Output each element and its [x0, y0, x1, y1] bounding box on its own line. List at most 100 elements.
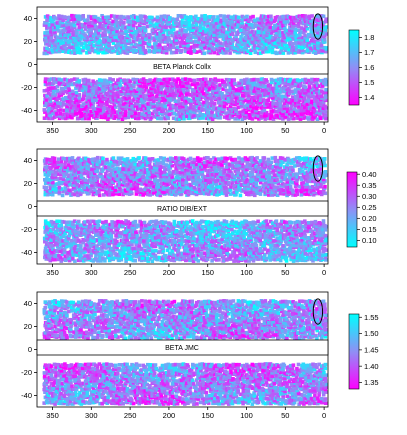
data-point	[182, 89, 186, 93]
data-point	[169, 98, 173, 102]
data-point	[124, 48, 129, 53]
data-point	[210, 46, 215, 50]
data-point	[190, 251, 194, 255]
data-point	[63, 89, 68, 94]
data-point	[172, 20, 176, 25]
data-point	[182, 43, 186, 47]
data-point	[245, 14, 249, 19]
data-point	[154, 109, 158, 113]
data-point	[183, 49, 188, 54]
data-point	[171, 116, 176, 120]
data-point	[142, 98, 147, 103]
data-point	[96, 104, 100, 108]
data-point	[170, 91, 175, 96]
data-point	[237, 81, 241, 85]
data-point	[88, 93, 92, 98]
data-point	[105, 81, 110, 86]
data-point	[73, 253, 77, 257]
data-point	[157, 255, 162, 260]
data-point	[75, 79, 79, 84]
data-point	[277, 26, 281, 30]
data-point	[67, 45, 72, 50]
data-point	[261, 88, 265, 93]
data-point	[208, 49, 212, 53]
data-point	[210, 88, 215, 93]
data-point	[137, 106, 142, 110]
data-point	[301, 41, 306, 45]
data-point	[303, 38, 308, 43]
data-point	[232, 36, 237, 40]
data-point	[131, 39, 136, 44]
map-label-1: BETA Planck Collx	[153, 64, 211, 71]
data-point	[138, 99, 143, 104]
data-point	[131, 258, 136, 263]
data-point	[301, 86, 306, 91]
data-point	[256, 84, 261, 88]
data-point	[76, 16, 80, 21]
data-point	[105, 50, 109, 55]
data-point	[68, 106, 72, 110]
data-point	[228, 236, 233, 241]
data-point	[117, 35, 122, 39]
data-point	[124, 104, 128, 108]
data-point	[154, 22, 159, 26]
data-point	[199, 254, 203, 258]
data-point	[49, 16, 53, 20]
data-point	[69, 114, 73, 119]
data-point	[202, 28, 206, 32]
data-point	[150, 249, 155, 253]
data-point	[213, 96, 217, 100]
data-point	[285, 44, 289, 48]
data-point	[298, 117, 303, 121]
data-point	[274, 89, 279, 93]
data-point	[202, 51, 207, 56]
data-point	[87, 84, 92, 88]
data-point	[135, 80, 140, 85]
data-point	[202, 100, 206, 105]
data-point	[220, 31, 224, 36]
data-point	[212, 50, 217, 55]
data-point	[253, 37, 257, 42]
data-point	[74, 42, 79, 47]
data-point	[42, 116, 47, 120]
data-point	[260, 80, 265, 84]
data-point	[69, 78, 74, 82]
data-point	[324, 252, 328, 257]
data-point	[234, 107, 238, 111]
data-point	[175, 17, 180, 22]
data-point	[286, 109, 290, 114]
data-point	[286, 83, 291, 87]
data-point	[63, 113, 68, 118]
data-point	[63, 23, 67, 27]
data-point	[177, 91, 181, 95]
data-point	[290, 23, 295, 27]
data-point	[97, 100, 101, 104]
data-point	[107, 38, 111, 42]
data-point	[145, 24, 150, 29]
data-point	[279, 111, 283, 115]
data-point	[139, 108, 144, 112]
data-point	[184, 107, 188, 112]
data-point	[243, 40, 247, 44]
data-point	[324, 90, 328, 95]
data-point	[296, 111, 301, 115]
data-point	[301, 248, 306, 253]
data-point	[290, 113, 295, 117]
data-point	[124, 97, 129, 101]
data-point	[307, 248, 311, 253]
data-point	[225, 93, 229, 98]
data-point	[47, 15, 51, 20]
data-point	[315, 117, 320, 121]
data-point	[279, 19, 283, 23]
data-point	[319, 101, 324, 105]
data-point	[124, 109, 128, 113]
data-point	[166, 97, 171, 102]
data-point	[269, 105, 273, 110]
data-point	[75, 36, 80, 40]
data-point	[277, 83, 282, 88]
data-point	[211, 106, 216, 110]
data-point	[294, 33, 299, 38]
data-point	[324, 79, 328, 84]
data-point	[283, 42, 287, 47]
data-point	[42, 89, 47, 93]
